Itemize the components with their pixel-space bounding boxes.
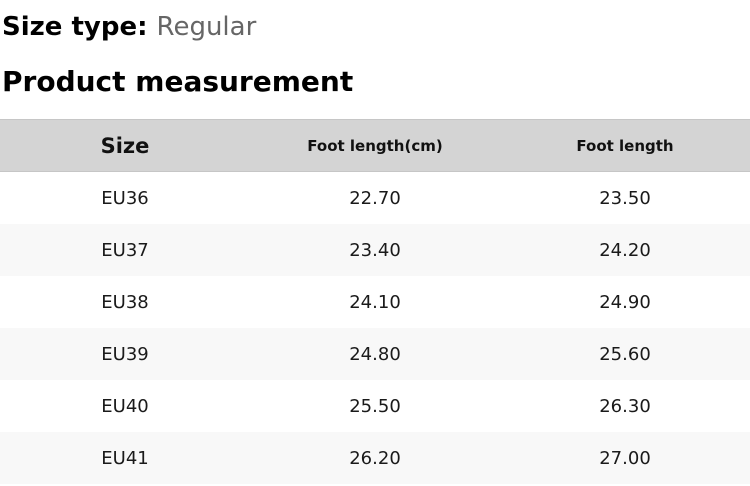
column-header-foot-length-cm: Foot length(cm) — [307, 136, 443, 155]
product-measurement-heading: Product measurement — [2, 65, 354, 98]
size-cell: EU38 — [101, 291, 149, 313]
column-header-size: Size — [100, 133, 150, 158]
foot-length-cell: 25.60 — [599, 343, 651, 365]
size-type-value: Regular — [156, 12, 257, 42]
table-row: EU39 24.80 25.60 — [0, 328, 750, 380]
foot-length-cell: 23.50 — [599, 187, 651, 209]
foot-length-cm-cell: 23.40 — [349, 239, 401, 261]
measurement-table: Size Foot length(cm) Foot length EU36 22… — [0, 119, 750, 484]
foot-length-cm-cell: 24.10 — [349, 291, 401, 313]
column-header-foot-length: Foot length — [576, 136, 674, 155]
size-cell: EU39 — [101, 343, 149, 365]
table-row: EU37 23.40 24.20 — [0, 224, 750, 276]
foot-length-cm-cell: 25.50 — [349, 395, 401, 417]
foot-length-cell: 24.20 — [599, 239, 651, 261]
size-type-row: Size type: Regular — [2, 12, 256, 42]
size-cell: EU41 — [101, 447, 149, 469]
size-cell: EU40 — [101, 395, 149, 417]
foot-length-cm-cell: 22.70 — [349, 187, 401, 209]
size-type-label: Size type: — [2, 12, 148, 42]
size-cell: EU36 — [101, 187, 149, 209]
foot-length-cell: 24.90 — [599, 291, 651, 313]
foot-length-cell: 27.00 — [599, 447, 651, 469]
table-row: EU36 22.70 23.50 — [0, 172, 750, 224]
table-row: EU38 24.10 24.90 — [0, 276, 750, 328]
table-header-row: Size Foot length(cm) Foot length — [0, 119, 750, 172]
foot-length-cell: 26.30 — [599, 395, 651, 417]
table-row: EU41 26.20 27.00 — [0, 432, 750, 484]
foot-length-cm-cell: 24.80 — [349, 343, 401, 365]
table-row: EU40 25.50 26.30 — [0, 380, 750, 432]
size-cell: EU37 — [101, 239, 149, 261]
foot-length-cm-cell: 26.20 — [349, 447, 401, 469]
